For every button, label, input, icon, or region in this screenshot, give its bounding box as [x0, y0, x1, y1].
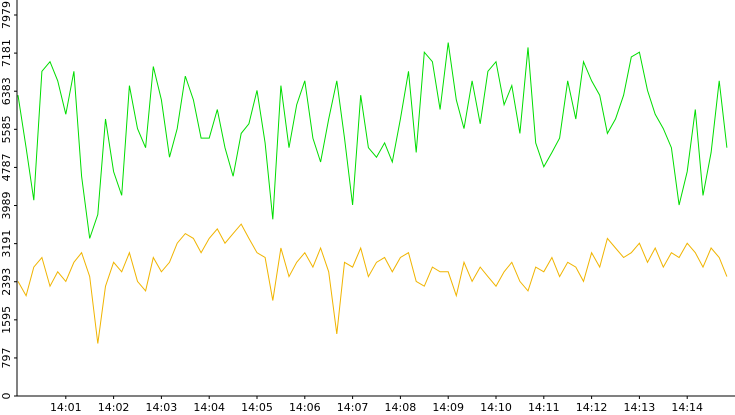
y-tick-label: 1595: [0, 306, 13, 334]
y-tick-label: 7979: [0, 1, 13, 29]
y-tick-label: 2393: [0, 268, 13, 296]
x-tick-label: 14:12: [576, 401, 608, 414]
x-tick-label: 14:03: [146, 401, 178, 414]
y-tick-label: 3191: [0, 230, 13, 258]
x-tick-label: 14:05: [241, 401, 273, 414]
x-tick-label: 14:02: [98, 401, 130, 414]
y-tick-label: 797: [0, 347, 13, 368]
x-tick-label: 14:06: [289, 401, 321, 414]
x-tick-label: 14:13: [624, 401, 656, 414]
y-tick-label: 5585: [0, 115, 13, 143]
series-line: [17, 223, 728, 344]
y-tick-label: 6383: [0, 77, 13, 105]
x-tick-label: 14:10: [480, 401, 512, 414]
y-tick-label: 3989: [0, 192, 13, 220]
series-line: [17, 42, 728, 239]
x-tick-label: 14:08: [385, 401, 417, 414]
x-tick-label: 14:14: [671, 401, 703, 414]
x-tick-label: 14:04: [193, 401, 225, 414]
x-tick-label: 14:07: [337, 401, 369, 414]
y-tick-label: 7181: [0, 39, 13, 67]
y-tick-label: 0: [0, 393, 13, 400]
x-tick-label: 14:01: [50, 401, 82, 414]
x-tick-label: 14:11: [528, 401, 560, 414]
x-tick-label: 14:09: [432, 401, 464, 414]
y-tick-label: 4787: [0, 153, 13, 181]
